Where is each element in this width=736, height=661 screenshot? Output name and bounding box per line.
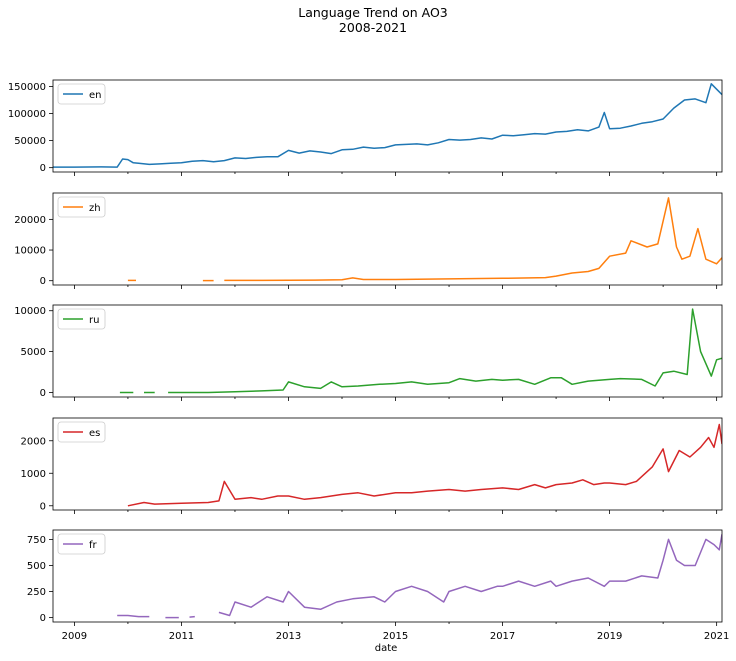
y-tick-label: 500: [27, 561, 46, 572]
legend-label: zh: [89, 203, 101, 214]
x-tick-label: 2011: [169, 631, 194, 642]
axes-frame: [52, 304, 723, 398]
series-line-fr: [189, 615, 195, 618]
x-axis-label: date: [375, 643, 398, 654]
x-tick-label: 2013: [276, 631, 301, 642]
legend: es: [57, 421, 106, 443]
y-tick-label: 50000: [14, 136, 46, 147]
legend-label: fr: [89, 540, 98, 551]
y-tick-label: 250: [27, 587, 46, 598]
x-tick-label: 2021: [704, 631, 729, 642]
series-line-fr: [218, 534, 722, 617]
y-tick-label: 0: [40, 163, 46, 174]
axes-frame: [52, 79, 723, 173]
y-tick-label: 0: [40, 613, 46, 624]
y-tick-label: 750: [27, 535, 46, 546]
legend-label: ru: [89, 315, 99, 326]
panels: 050000100000150000en01000020000zh0500010…: [8, 79, 729, 642]
panel-es: 0 1000 2000 es: [21, 417, 723, 514]
series-line-es: [127, 423, 722, 507]
y-tick-label: 1000: [21, 469, 46, 480]
x-tick-label: 2009: [62, 631, 87, 642]
panel-zh: 0 10000 20000 zh: [14, 192, 723, 289]
y-tick-label: 100000: [8, 109, 46, 120]
y-tick-label: 150000: [8, 82, 46, 93]
y-tick-label: 0: [40, 501, 46, 512]
x-tick-label: 2015: [383, 631, 408, 642]
series-line-en: [53, 83, 722, 168]
y-tick-label: 10000: [14, 246, 46, 257]
y-tick-label: 10000: [14, 306, 46, 317]
axes-frame: [52, 192, 723, 286]
axes-frame: [52, 529, 723, 623]
series-line-ru: [168, 308, 722, 394]
y-tick-label: 2000: [21, 436, 46, 447]
axes-frame: [52, 417, 723, 511]
chart-title-line1: Language Trend on AO3: [298, 5, 448, 20]
x-tick-label: 2019: [597, 631, 622, 642]
panel-en: 0 50000 100000 150000 en: [8, 79, 723, 176]
legend: zh: [57, 196, 106, 218]
legend-label: en: [89, 90, 102, 101]
series-line-fr: [117, 614, 150, 618]
y-tick-label: 0: [40, 276, 46, 287]
legend: en: [57, 83, 106, 105]
series-line-zh: [224, 197, 722, 282]
legend: ru: [57, 308, 106, 330]
y-tick-label: 20000: [14, 215, 46, 226]
x-tick-label: 2017: [490, 631, 515, 642]
legend: fr: [57, 533, 106, 555]
panel-fr: 0 250 500 750 fr: [27, 529, 723, 626]
y-tick-label: 5000: [21, 347, 46, 358]
chart-title-line2: 2008-2021: [339, 20, 407, 35]
legend-label: es: [89, 428, 100, 439]
panel-ru: 0 5000 10000 ru: [14, 304, 723, 401]
y-tick-label: 0: [40, 388, 46, 399]
